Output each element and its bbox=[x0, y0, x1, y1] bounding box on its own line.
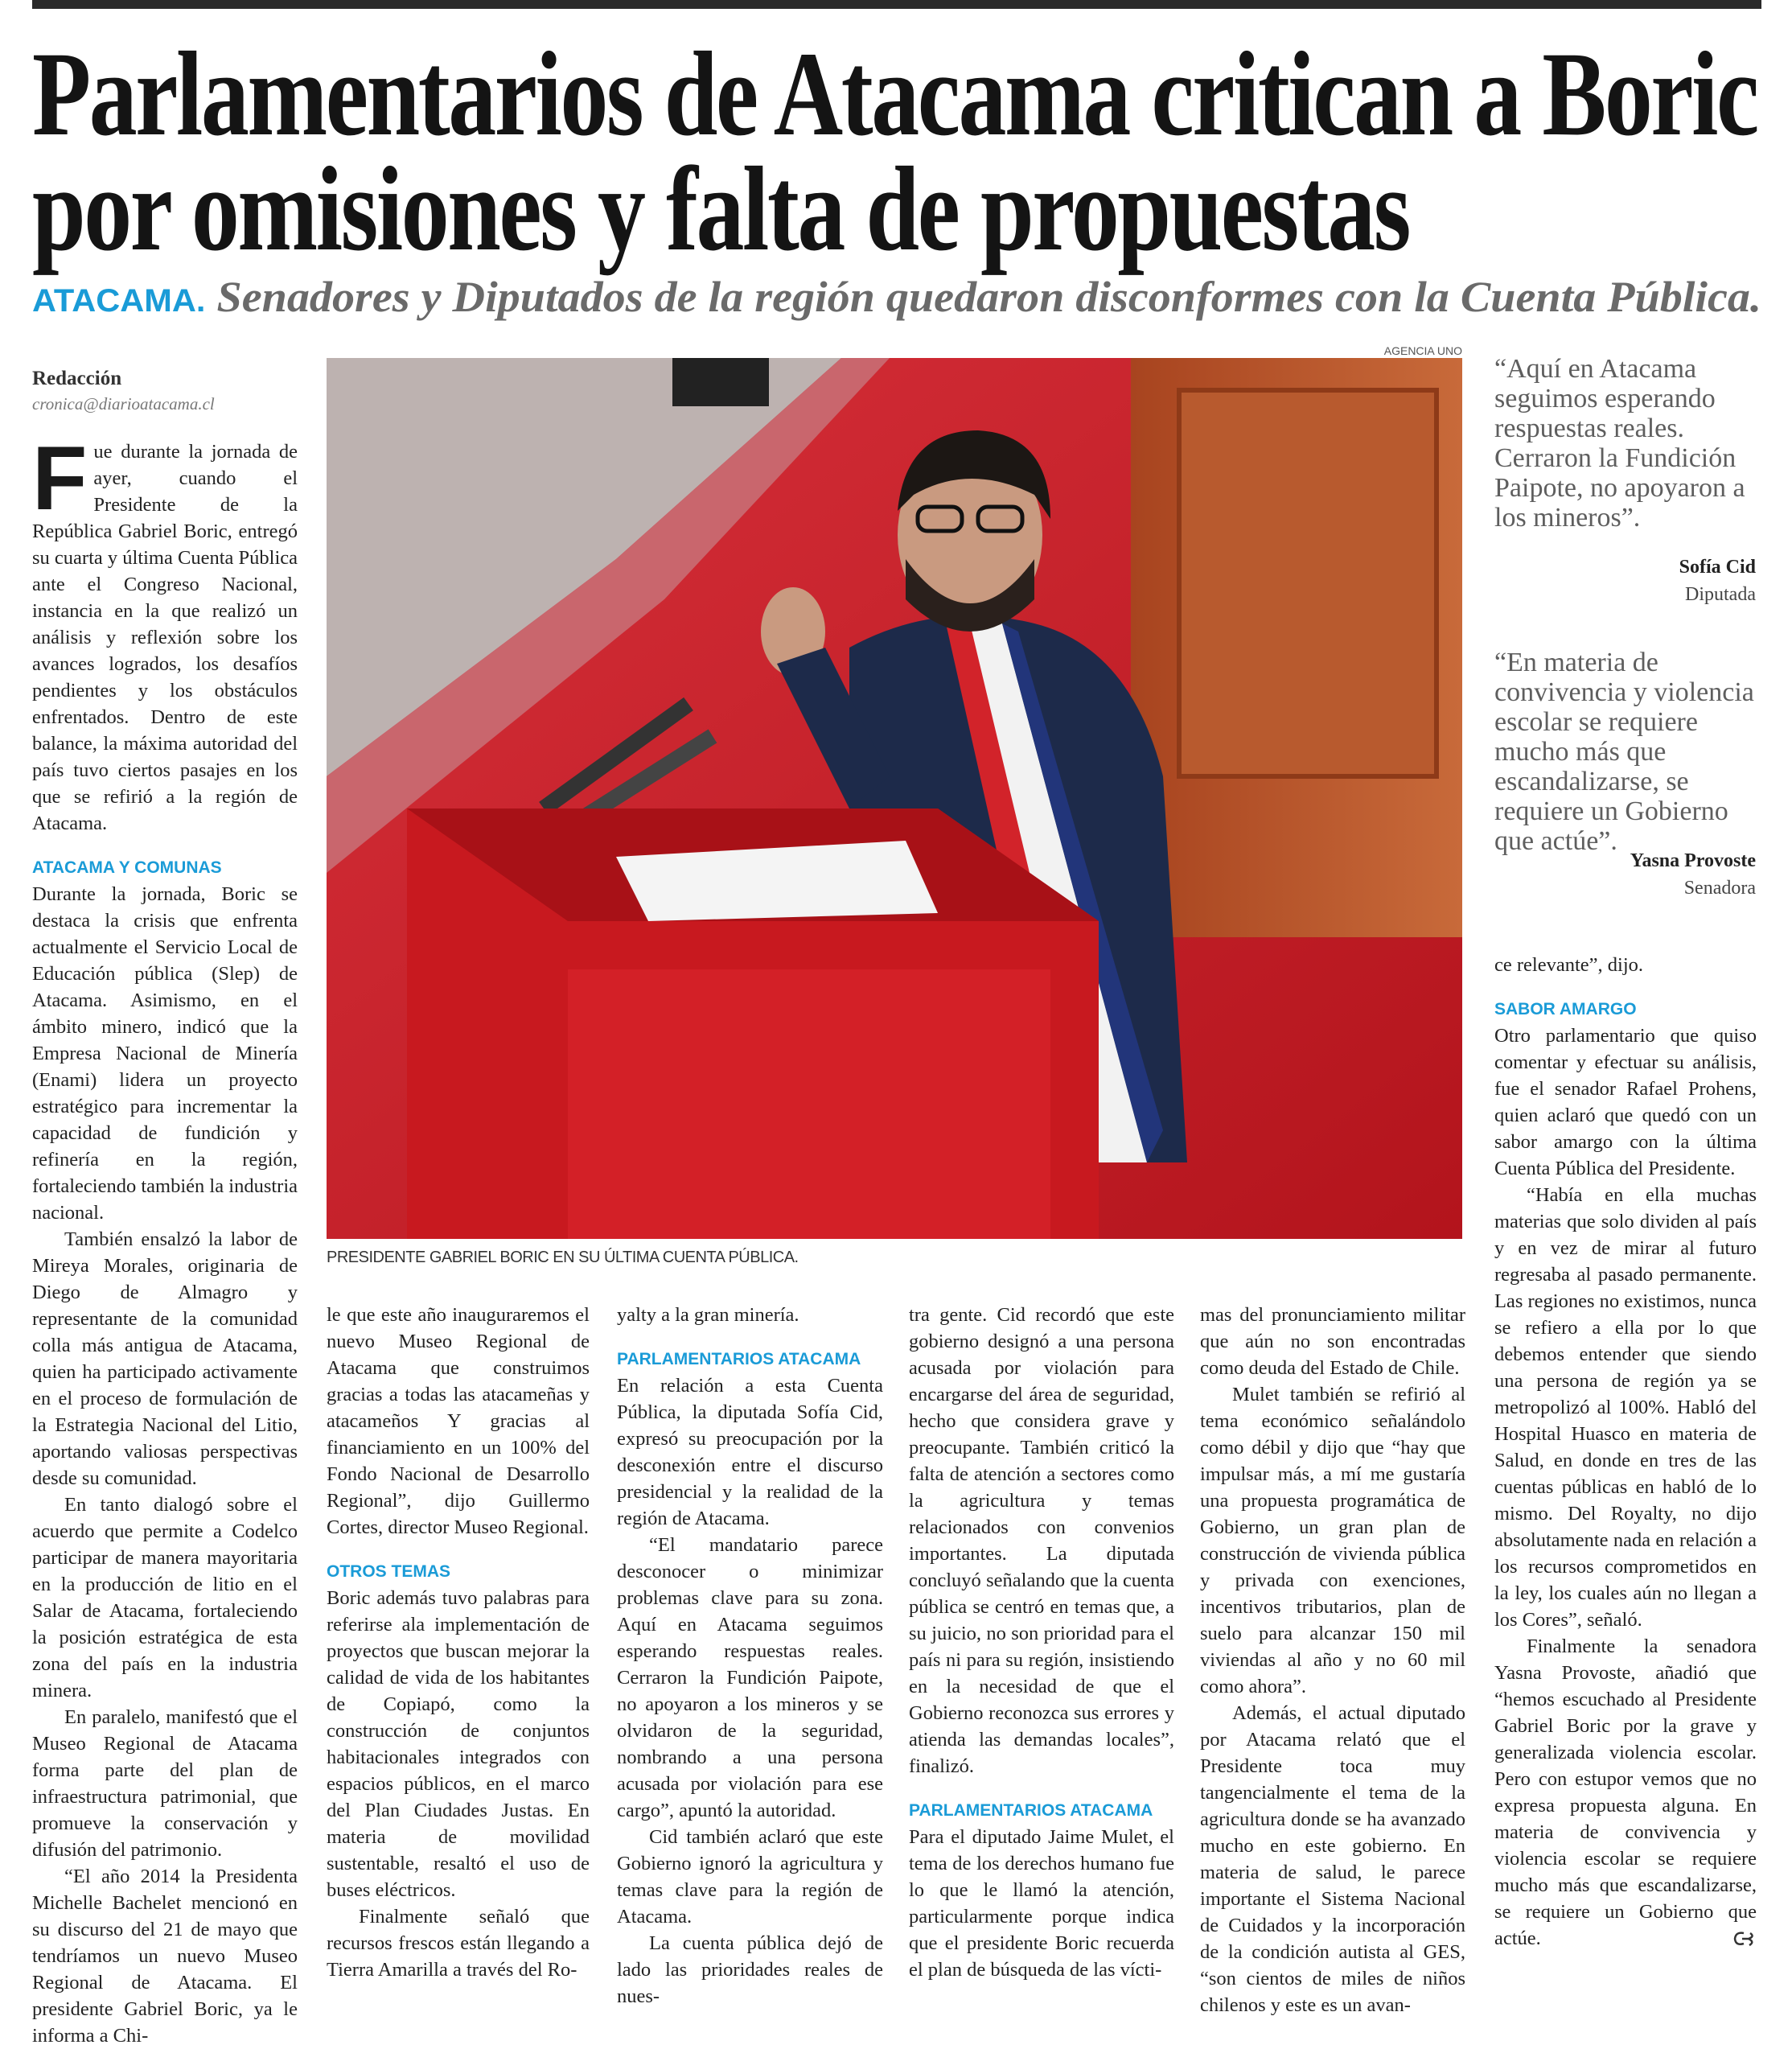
quote-attribution: Yasna Provoste Senadora bbox=[1630, 847, 1756, 902]
paragraph-text: ue durante la jornada de ayer, cuando el… bbox=[32, 441, 298, 834]
paragraph: Boric además tuvo palabras para referirs… bbox=[327, 1587, 590, 1901]
paragraph: le que este año inauguraremos el nuevo M… bbox=[327, 1304, 590, 1538]
paragraph: “El mandatario parece desconocer o minim… bbox=[617, 1534, 883, 1821]
paragraph: Mulet también se refirió al tema económi… bbox=[1200, 1384, 1465, 1697]
paragraph: Para el diputado Jaime Mulet, el tema de… bbox=[909, 1826, 1174, 1981]
paragraph: Finalmente la senadora Yasna Provoste, a… bbox=[1494, 1633, 1757, 1952]
paragraph: ce relevante”, dijo. bbox=[1494, 954, 1644, 976]
column-3: yalty a la gran minería. PARLAMENTARIOS … bbox=[617, 1302, 883, 2010]
section-heading: PARLAMENTARIOS ATACAMA bbox=[909, 1801, 1153, 1820]
paragraph: tra gente. Cid recordó que este gobierno… bbox=[909, 1304, 1174, 1777]
author-email: cronica@diarioatacama.cl bbox=[32, 394, 215, 414]
headline-line-1: Parlamentarios de Atacama critican a Bor… bbox=[32, 27, 1759, 161]
quote-author-role: Diputada bbox=[1685, 584, 1756, 605]
quote-author: Yasna Provoste bbox=[1630, 850, 1756, 871]
paragraph: Cid también aclaró que este Gobierno ign… bbox=[617, 1826, 883, 1928]
headline-line-2: por omisiones y falta de propuestas bbox=[32, 142, 1411, 276]
quote-author: Sofía Cid bbox=[1679, 557, 1756, 578]
section-heading: SABOR AMARGO bbox=[1494, 1000, 1637, 1018]
paragraph: “El año 2014 la Presidenta Michelle Bach… bbox=[32, 1866, 298, 2047]
column-6: ce relevante”, dijo. SABOR AMARGO Otro p… bbox=[1494, 952, 1757, 1952]
paragraph: “Había en ella muchas materias que solo … bbox=[1494, 1184, 1757, 1631]
paragraph: También ensalzó la labor de Mireya Moral… bbox=[32, 1228, 298, 1489]
president-speech-photo bbox=[327, 358, 1462, 1239]
byline: Redacción bbox=[32, 368, 122, 389]
article-photo bbox=[327, 358, 1462, 1239]
top-rule bbox=[32, 0, 1761, 9]
quote-author-role: Senadora bbox=[1683, 878, 1756, 899]
column-4: tra gente. Cid recordó que este gobierno… bbox=[909, 1302, 1174, 1983]
quote-attribution: Sofía Cid Diputada bbox=[1679, 553, 1756, 608]
pull-quote: “En materia de convivencia y violencia e… bbox=[1494, 648, 1754, 856]
paragraph: Durante la jornada, Boric se destaca la … bbox=[32, 883, 298, 1224]
paragraph: La cuenta pública dejó de lado las prior… bbox=[617, 1932, 883, 2007]
photo-caption: PRESIDENTE GABRIEL BORIC EN SU ÚLTIMA CU… bbox=[327, 1249, 799, 1266]
pull-quote: “Aquí en Atacama seguimos esperando resp… bbox=[1494, 354, 1745, 533]
paragraph: Además, el actual diputado por Atacama r… bbox=[1200, 1702, 1465, 2016]
column-2: le que este año inauguraremos el nuevo M… bbox=[327, 1302, 590, 1983]
subtitle-text: Senadores y Diputados de la región queda… bbox=[216, 273, 1762, 321]
end-mark-icon bbox=[1733, 1932, 1753, 1947]
paragraph: mas del pronunciamiento militar que aún … bbox=[1200, 1304, 1465, 1379]
paragraph: En relación a esta Cuenta Pública, la di… bbox=[617, 1375, 883, 1529]
section-heading: ATACAMA Y COMUNAS bbox=[32, 858, 222, 877]
paragraph: Otro parlamentario que quiso comentar y … bbox=[1494, 1025, 1757, 1179]
paragraph: En paralelo, manifestó que el Museo Regi… bbox=[32, 1706, 298, 1861]
kicker: ATACAMA. bbox=[32, 283, 206, 319]
paragraph-text: Finalmente la senadora Yasna Provoste, a… bbox=[1494, 1635, 1757, 1949]
section-heading: PARLAMENTARIOS ATACAMA bbox=[617, 1350, 861, 1368]
paragraph: En tanto dialogó sobre el acuerdo que pe… bbox=[32, 1494, 298, 1701]
paragraph: yalty a la gran minería. bbox=[617, 1304, 799, 1326]
subtitle: ATACAMA. Senadores y Diputados de la reg… bbox=[32, 273, 1762, 321]
column-5: mas del pronunciamiento militar que aún … bbox=[1200, 1302, 1465, 2018]
section-heading: OTROS TEMAS bbox=[327, 1562, 451, 1581]
photo-credit: AGENCIA UNO bbox=[1383, 344, 1462, 357]
drop-cap: F bbox=[32, 428, 88, 529]
paragraph: Finalmente señaló que recursos frescos e… bbox=[327, 1906, 590, 1981]
